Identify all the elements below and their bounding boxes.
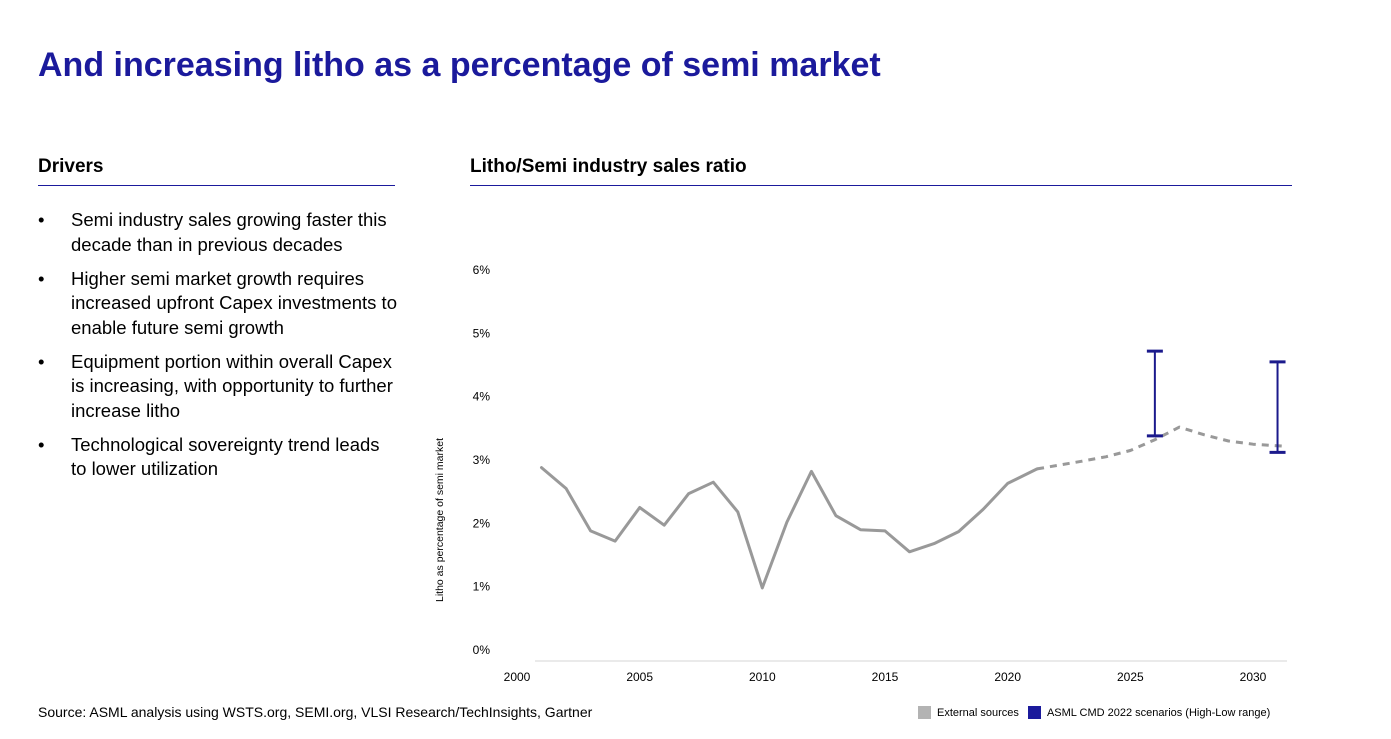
drivers-heading: Drivers <box>38 156 104 177</box>
drivers-rule <box>38 185 395 186</box>
list-item: • Semi industry sales growing faster this… <box>38 208 398 257</box>
legend-item-asml: ASML CMD 2022 scenarios (High-Low range) <box>1027 706 1271 719</box>
y-tick-label: 6% <box>473 263 491 277</box>
chart-rule <box>470 185 1292 186</box>
list-item-text: Technological sovereignty trend leads to… <box>71 433 380 480</box>
projection-series-line <box>1036 425 1283 471</box>
list-item-text: Equipment portion within overall Capex i… <box>71 350 393 421</box>
bullet-symbol: • <box>38 433 45 455</box>
bullet-symbol: • <box>38 350 45 372</box>
y-tick-label: 0% <box>473 643 491 657</box>
y-axis-label: Litho as percentage of semi market <box>434 438 446 602</box>
bullet-symbol: • <box>38 209 45 230</box>
bullet-symbol: • <box>38 267 45 289</box>
y-tick-label: 2% <box>473 516 491 530</box>
legend-swatch-external <box>918 706 931 719</box>
list-item: • Equipment portion within overall Capex … <box>38 350 398 424</box>
page-title: And increasing litho as a percentage of … <box>38 46 881 84</box>
list-item: • Higher semi market growth requires incr… <box>38 267 398 341</box>
chart-heading: Litho/Semi industry sales ratio <box>470 156 747 177</box>
list-item-text: Higher semi market growth requires incre… <box>71 267 397 338</box>
legend-label-asml: ASML CMD 2022 scenarios (High-Low range) <box>1046 706 1271 719</box>
legend-item-external: External sources <box>918 706 1019 719</box>
x-tick-label: 2000 <box>504 670 531 684</box>
list-item: • Technological sovereignty trend leads t… <box>38 433 398 482</box>
legend-swatch-asml <box>1027 706 1041 719</box>
source-note: Source: ASML analysis using WSTS.org, SE… <box>38 704 593 720</box>
legend-label-external: External sources <box>937 706 1019 719</box>
legend: External sources ASML CMD 2022 scenarios… <box>918 706 1279 719</box>
chart: 0% 1% 2% 3% 4% 5% 6% 2000 2005 2010 2015 2020 2025 20… <box>434 263 1287 684</box>
y-tick-label: 4% <box>473 390 491 404</box>
x-tick-label: 2020 <box>994 670 1021 684</box>
drivers-list: • Semi industry sales growing faster this… <box>38 208 398 491</box>
y-tick-label: 5% <box>473 326 491 340</box>
x-tick-label: 2005 <box>626 670 653 684</box>
y-tick-label: 3% <box>473 453 491 467</box>
history-series-line <box>540 466 1039 590</box>
x-tick-label: 2025 <box>1117 670 1144 684</box>
list-item-text: Semi industry sales growing faster this … <box>71 209 387 255</box>
x-tick-label: 2010 <box>749 670 776 684</box>
x-tick-label: 2030 <box>1240 670 1267 684</box>
x-tick-label: 2015 <box>872 670 899 684</box>
y-tick-label: 1% <box>473 580 491 594</box>
